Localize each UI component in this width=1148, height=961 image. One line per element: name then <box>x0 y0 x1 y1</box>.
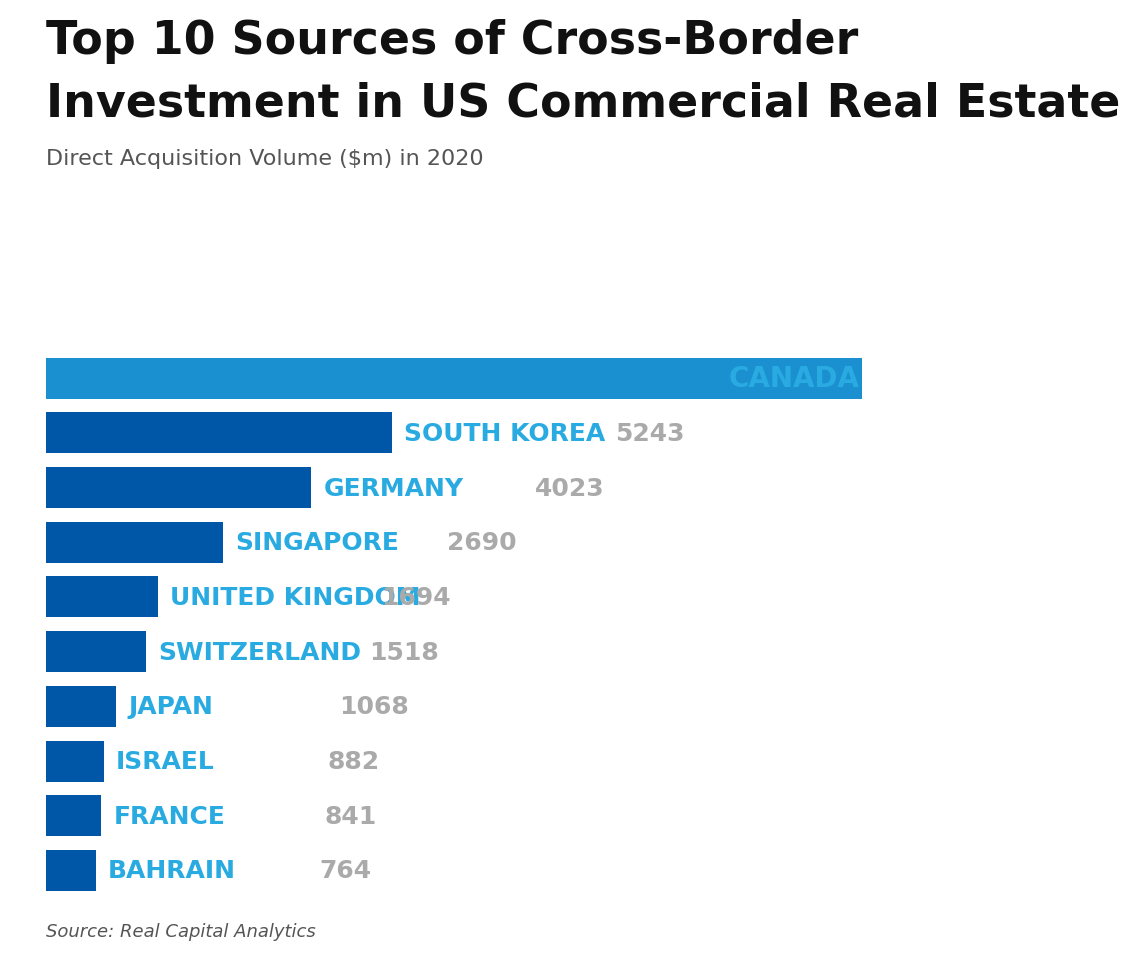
Text: CANADA: CANADA <box>729 365 860 393</box>
Text: Top 10 Sources of Cross-Border: Top 10 Sources of Cross-Border <box>46 19 859 64</box>
Text: 882: 882 <box>327 750 379 774</box>
Text: SINGAPORE: SINGAPORE <box>235 530 400 554</box>
Text: 1518: 1518 <box>370 640 439 664</box>
Bar <box>46 468 311 508</box>
Text: 4023: 4023 <box>535 476 604 500</box>
Bar <box>46 577 157 618</box>
Text: 841: 841 <box>325 804 377 827</box>
Bar <box>46 850 96 891</box>
Text: 764: 764 <box>319 858 372 882</box>
Bar <box>46 522 224 563</box>
Text: Investment in US Commercial Real Estate: Investment in US Commercial Real Estate <box>46 82 1120 127</box>
Text: GERMANY: GERMANY <box>324 476 464 500</box>
Bar <box>46 796 101 836</box>
Text: Source: Real Capital Analytics: Source: Real Capital Analytics <box>46 922 316 940</box>
Text: 2690: 2690 <box>447 530 517 554</box>
Text: BAHRAIN: BAHRAIN <box>108 858 236 882</box>
Text: 12,362: 12,362 <box>861 364 1000 393</box>
Text: JAPAN: JAPAN <box>129 695 214 719</box>
Text: UNITED KINGDOM: UNITED KINGDOM <box>170 585 420 609</box>
Text: FRANCE: FRANCE <box>114 804 225 827</box>
Bar <box>46 358 862 399</box>
Text: ISRAEL: ISRAEL <box>116 750 215 774</box>
Text: SWITZERLAND: SWITZERLAND <box>158 640 360 664</box>
Bar <box>46 686 116 727</box>
Text: SOUTH KOREA: SOUTH KOREA <box>404 422 605 445</box>
Text: 1694: 1694 <box>381 585 450 609</box>
Bar <box>46 413 391 454</box>
Bar <box>46 631 146 673</box>
Text: 5243: 5243 <box>615 422 684 445</box>
Text: 1068: 1068 <box>340 695 410 719</box>
Text: Direct Acquisition Volume ($m) in 2020: Direct Acquisition Volume ($m) in 2020 <box>46 149 483 169</box>
Bar <box>46 741 104 781</box>
